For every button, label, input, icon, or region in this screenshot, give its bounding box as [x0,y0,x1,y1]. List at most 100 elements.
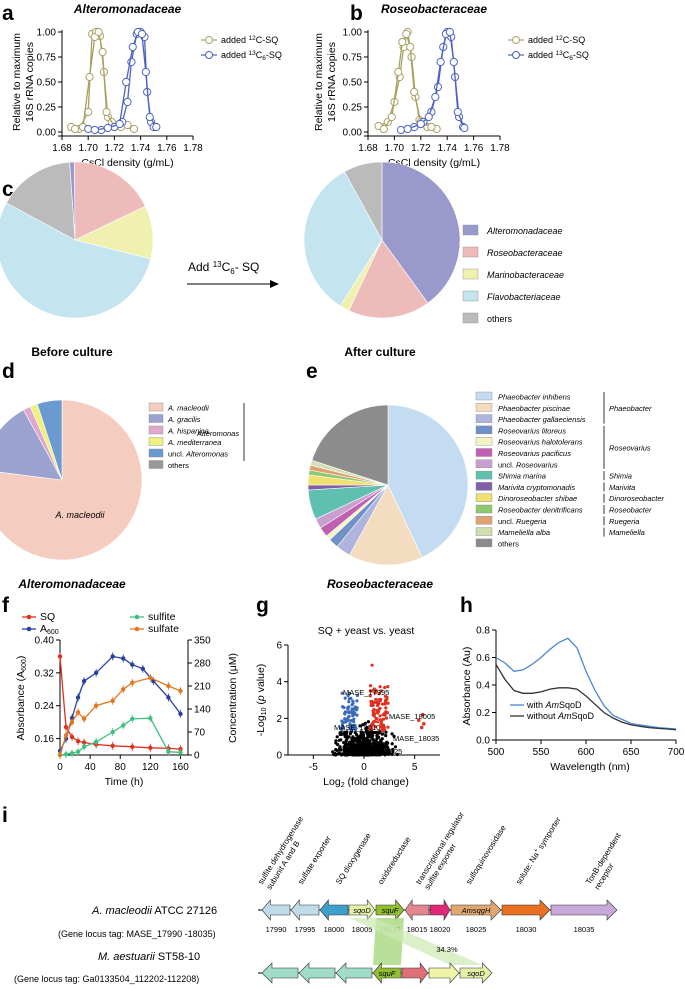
volcano-point [340,728,344,732]
data-point [460,123,469,133]
volcano-point [359,743,363,747]
volcano-point [351,735,355,739]
legend-label: Mameliella alba [498,528,550,537]
volcano-point [358,724,362,728]
x-tick-label: 1.74 [131,143,151,154]
x-tick-label: 80 [115,762,127,773]
volcano-point [375,742,379,746]
gene-arrow [335,962,373,984]
volcano-point [355,751,359,755]
volcano-point-up [379,689,383,693]
legend-label: Phaeobacter inhibens [498,393,571,402]
x-tick-label: 650 [623,747,640,758]
legend-swatch [148,460,164,469]
gene-arrow [550,899,618,921]
volcano-point [363,741,367,745]
x-axis-label: Wavelength (nm) [550,761,630,773]
highlight-point [419,725,424,730]
gene-arrow [261,962,299,984]
gene-name: sqoD [353,906,371,915]
data-point [110,743,115,748]
x-axis-label: Time (h) [105,776,144,788]
volcano-point [350,744,355,749]
data-point [148,745,153,750]
highlight-point [420,712,425,717]
roseobacter-pie-slice [311,404,389,486]
series-line [407,31,466,130]
volcano-point [339,731,343,735]
x-tick-label: 1.76 [464,143,484,154]
volcano-point [381,748,385,753]
genus-label: Dinoroseobacter [609,494,665,503]
data-point [178,688,183,694]
volcano-point [365,738,369,743]
volcano-point [364,727,368,731]
volcano-point [375,730,379,734]
volcano-point [378,730,382,734]
gene-label: MASE_18010 [334,723,380,732]
legend-label: others [168,461,189,470]
volcano-point [366,735,370,739]
data-point [148,675,153,680]
series-line [495,637,677,730]
genus-label: Marivita [609,483,635,492]
y-tick-label: 4 [276,677,282,688]
volcano-point [353,737,357,742]
volcano-point [374,753,379,757]
volcano-point-down [347,710,351,714]
x-tick-label: 1.76 [157,143,177,154]
data-point [81,740,87,745]
data-point [69,734,75,740]
volcano-point [368,749,372,753]
volcano-point [379,738,383,742]
volcano-point-up [383,694,387,699]
volcano-point [334,753,338,757]
data-point [445,27,454,37]
data-point [427,122,436,132]
chart-title: SQ + yeast vs. yeast [318,625,415,637]
legend-marker [512,36,520,44]
data-point [402,29,411,39]
y-axis-label: 16S rRNA copies [326,42,338,122]
volcano-point [377,752,381,756]
volcano-point [344,752,348,756]
after-pie-slice [348,239,429,319]
legend-swatch [462,246,479,258]
volcano-point-down [341,720,345,725]
legend-label: uncl. Roseovarius [498,460,558,469]
x-tick-label: 120 [142,762,159,773]
gene-arrow [429,898,451,922]
volcano-point [366,720,370,724]
data-point [71,124,80,134]
y-tick-label: 0.16 [35,734,55,745]
volcano-point-up [368,694,372,698]
legend-label: added 12C-SQ [528,35,585,45]
data-point [396,125,406,135]
data-point [145,112,154,122]
legend-marker [134,614,140,620]
after-pie-slice [381,161,461,304]
x-tick-label: 600 [578,747,595,758]
legend-swatch [148,425,164,435]
y-tick-label: 0.00 [343,128,363,139]
series-line [495,664,677,731]
panel-d-pie: A. macleodii A. macleodii A. gracilis A. hi… [0,399,245,591]
gene-label: MASE_18035 [393,734,439,743]
gene-name: sqoD [467,969,485,978]
volcano-point [373,748,377,752]
panel-b-chart: Roseobacteraceae 0.00 0.25 0.50 0.75 1.00 1.68… [313,2,589,169]
volcano-point-up [382,725,386,730]
panel-e-pie: Phaeobacter inhibens Phaeobacter piscinae… [307,391,665,591]
volcano-point-up [386,701,390,705]
gene-arrow [319,899,349,921]
legend-label: Roseobacter denitrificans [498,506,583,515]
volcano-point [334,739,338,743]
volcano-point [384,730,388,734]
data-point [85,72,94,82]
alteromonas-pie-slice [0,409,63,481]
y-tick-label: 0.4 [476,681,490,692]
volcano-point-up [384,716,389,720]
locus-tag-row1: (Gene locus tag: MASE_17990 -18035) [58,929,216,939]
volcano-point-up [383,700,387,704]
